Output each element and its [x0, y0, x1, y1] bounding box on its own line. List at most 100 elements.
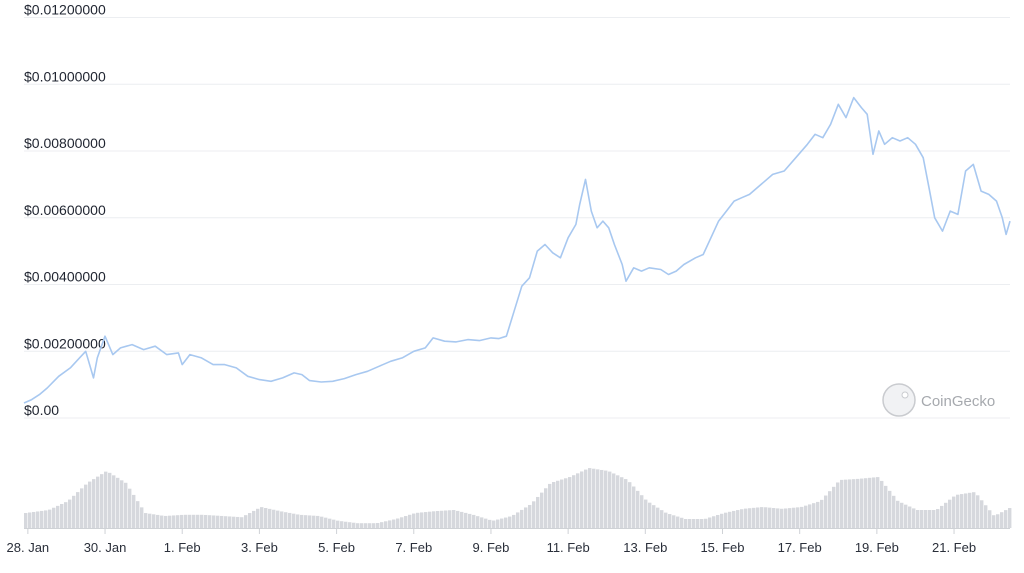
volume-bar	[260, 507, 264, 528]
volume-bar	[768, 507, 772, 528]
volume-bar	[152, 514, 156, 528]
volume-bar	[644, 499, 648, 528]
volume-bar	[180, 514, 184, 528]
volume-bar	[792, 507, 796, 528]
volume-bar	[624, 479, 628, 528]
x-tick-label: 7. Feb	[395, 540, 432, 555]
volume-bar	[772, 508, 776, 528]
volume-bar	[372, 523, 376, 528]
volume-bar	[196, 514, 200, 528]
volume-bar	[456, 510, 460, 528]
price-line	[23, 96, 1011, 404]
volume-bar	[484, 518, 488, 528]
volume-bar	[40, 510, 44, 528]
volume-bar	[88, 481, 92, 528]
volume-bar	[956, 494, 960, 528]
volume-bar	[972, 492, 976, 528]
gecko-eye	[901, 391, 909, 399]
x-tick-label: 19. Feb	[855, 540, 899, 555]
volume-bar	[808, 504, 812, 528]
volume-bar	[488, 519, 492, 528]
volume-bar	[156, 514, 160, 528]
volume-bar	[168, 515, 172, 528]
volume-bar	[204, 514, 208, 528]
volume-bar	[496, 519, 500, 528]
volume-bar	[900, 502, 904, 528]
volume-bar	[840, 479, 844, 528]
volume-bar	[916, 510, 920, 528]
volume-bar	[580, 471, 584, 528]
volume-bar	[892, 495, 896, 528]
volume-bar	[132, 494, 136, 528]
y-tick-label: $0.00400000	[24, 269, 106, 285]
volume-bar	[572, 475, 576, 528]
volume-bar	[816, 501, 820, 528]
y-tick-label: $0.00800000	[24, 135, 106, 151]
volume-bar	[692, 519, 696, 528]
volume-bar	[136, 501, 140, 528]
volume-bar	[84, 484, 88, 528]
volume-bar	[224, 516, 228, 528]
volume-bar	[468, 513, 472, 528]
volume-bar	[108, 472, 112, 528]
volume-bar	[588, 468, 592, 528]
volume-bar	[740, 509, 744, 528]
volume-bar	[52, 507, 56, 528]
volume-bar	[424, 512, 428, 528]
x-tick-label: 17. Feb	[778, 540, 822, 555]
volume-bar	[432, 511, 436, 528]
volume-bar	[548, 483, 552, 528]
volume-bar	[936, 509, 940, 528]
x-axis-ticks: 28. Jan 30. Jan 1. Feb 3. Feb 5. Feb 7. Feb 9.…	[7, 528, 976, 555]
volume-bar	[732, 510, 736, 528]
volume-bar	[148, 513, 152, 528]
x-tick-label: 15. Feb	[700, 540, 744, 555]
volume-bar	[460, 511, 464, 528]
volume-bar	[428, 511, 432, 528]
volume-bar	[104, 471, 108, 528]
volume-bar	[56, 505, 60, 528]
volume-bar	[72, 495, 76, 528]
volume-bar	[1000, 512, 1004, 528]
volume-bar	[804, 505, 808, 528]
volume-bar	[636, 490, 640, 528]
volume-bar	[924, 510, 928, 528]
volume-bar	[452, 510, 456, 528]
volume-bar	[964, 493, 968, 528]
volume-bar	[648, 502, 652, 528]
volume-bar	[336, 520, 340, 528]
volume-bar	[280, 511, 284, 528]
volume-bar	[404, 516, 408, 528]
volume-bar	[292, 513, 296, 528]
volume-bar	[920, 510, 924, 528]
volume-bar	[476, 516, 480, 528]
volume-bar	[344, 521, 348, 528]
volume-bar	[520, 509, 524, 528]
volume-bar	[320, 516, 324, 528]
volume-bar	[848, 479, 852, 528]
volume-bar	[528, 504, 532, 528]
volume-bar	[584, 469, 588, 528]
volume-bar	[960, 494, 964, 528]
volume-bar	[604, 470, 608, 528]
volume-bar	[712, 516, 716, 528]
volume-bar	[252, 510, 256, 528]
volume-bar	[620, 477, 624, 528]
volume-bar	[600, 469, 604, 528]
volume-bar	[76, 492, 80, 528]
volume-bar	[596, 469, 600, 528]
volume-bar	[240, 517, 244, 528]
volume-bar	[172, 515, 176, 528]
volume-bar	[576, 473, 580, 528]
volume-bar	[220, 515, 224, 528]
volume-bar	[192, 514, 196, 528]
volume-bar	[708, 517, 712, 528]
volume-bar	[412, 513, 416, 528]
volume-bar	[812, 503, 816, 528]
volume-bar	[440, 510, 444, 528]
volume-bar	[208, 515, 212, 528]
volume-bar	[552, 482, 556, 528]
volume-bar	[268, 508, 272, 528]
volume-bar	[944, 502, 948, 528]
volume-bar	[524, 507, 528, 528]
